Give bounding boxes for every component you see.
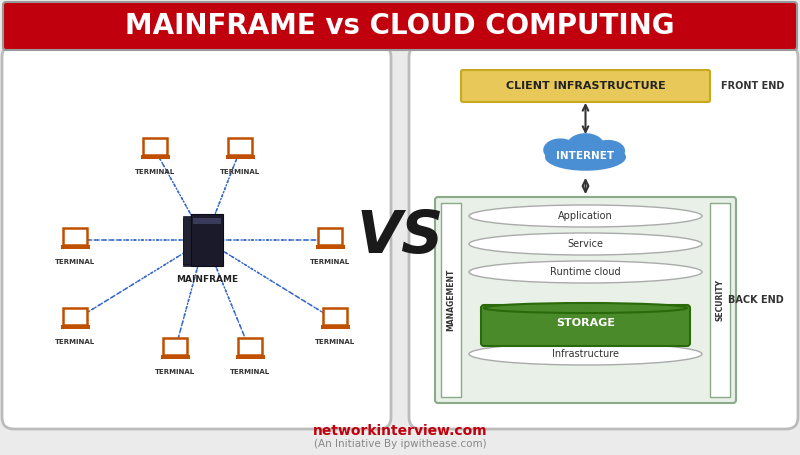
Ellipse shape — [566, 133, 605, 158]
FancyBboxPatch shape — [441, 203, 461, 397]
Text: (An Initiative By ipwithease.com): (An Initiative By ipwithease.com) — [314, 439, 486, 449]
FancyBboxPatch shape — [315, 245, 345, 249]
FancyBboxPatch shape — [481, 305, 690, 346]
FancyBboxPatch shape — [183, 218, 211, 266]
FancyBboxPatch shape — [63, 228, 87, 245]
Text: TERMINAL: TERMINAL — [310, 259, 350, 265]
Text: Infrastructure: Infrastructure — [552, 349, 619, 359]
Text: Service: Service — [567, 239, 603, 249]
Ellipse shape — [545, 143, 626, 171]
Text: BACK END: BACK END — [728, 295, 784, 305]
FancyBboxPatch shape — [238, 338, 262, 355]
Text: VS: VS — [357, 208, 443, 266]
FancyBboxPatch shape — [435, 197, 736, 403]
FancyBboxPatch shape — [161, 355, 190, 359]
Text: STORAGE: STORAGE — [556, 318, 615, 328]
FancyBboxPatch shape — [193, 218, 221, 224]
Text: MANAGEMENT: MANAGEMENT — [446, 269, 455, 331]
Ellipse shape — [543, 138, 578, 162]
FancyBboxPatch shape — [143, 138, 167, 155]
FancyBboxPatch shape — [318, 228, 342, 245]
FancyBboxPatch shape — [183, 216, 211, 264]
Text: Application: Application — [558, 211, 613, 221]
Text: TERMINAL: TERMINAL — [220, 169, 260, 175]
Ellipse shape — [469, 261, 702, 283]
FancyBboxPatch shape — [2, 45, 391, 429]
Text: MAINFRAME vs CLOUD COMPUTING: MAINFRAME vs CLOUD COMPUTING — [126, 12, 674, 40]
Ellipse shape — [591, 140, 625, 162]
Text: INTERNET: INTERNET — [557, 151, 614, 161]
Ellipse shape — [469, 205, 702, 227]
Text: CLIENT INFRASTRUCTURE: CLIENT INFRASTRUCTURE — [506, 81, 666, 91]
Ellipse shape — [484, 303, 687, 313]
FancyBboxPatch shape — [61, 245, 90, 249]
Text: networkinterview.com: networkinterview.com — [313, 424, 487, 438]
FancyBboxPatch shape — [141, 155, 170, 159]
FancyBboxPatch shape — [321, 325, 350, 329]
Text: TERMINAL: TERMINAL — [315, 339, 355, 345]
FancyBboxPatch shape — [3, 2, 797, 50]
Text: TERMINAL: TERMINAL — [135, 169, 175, 175]
FancyBboxPatch shape — [228, 138, 252, 155]
Text: TERMINAL: TERMINAL — [155, 369, 195, 375]
FancyBboxPatch shape — [191, 214, 223, 266]
FancyBboxPatch shape — [323, 308, 347, 325]
Text: MAINFRAME: MAINFRAME — [176, 275, 238, 284]
FancyBboxPatch shape — [710, 203, 730, 397]
Ellipse shape — [469, 343, 702, 365]
Text: TERMINAL: TERMINAL — [230, 369, 270, 375]
FancyBboxPatch shape — [461, 70, 710, 102]
Text: FRONT END: FRONT END — [721, 81, 784, 91]
Ellipse shape — [469, 233, 702, 255]
FancyBboxPatch shape — [409, 45, 798, 429]
FancyBboxPatch shape — [163, 338, 187, 355]
FancyBboxPatch shape — [63, 308, 87, 325]
Text: TERMINAL: TERMINAL — [55, 339, 95, 345]
FancyBboxPatch shape — [235, 355, 265, 359]
Text: Runtime cloud: Runtime cloud — [550, 267, 621, 277]
FancyBboxPatch shape — [226, 155, 254, 159]
Text: SECURITY: SECURITY — [715, 279, 725, 321]
FancyBboxPatch shape — [61, 325, 90, 329]
Text: TERMINAL: TERMINAL — [55, 259, 95, 265]
